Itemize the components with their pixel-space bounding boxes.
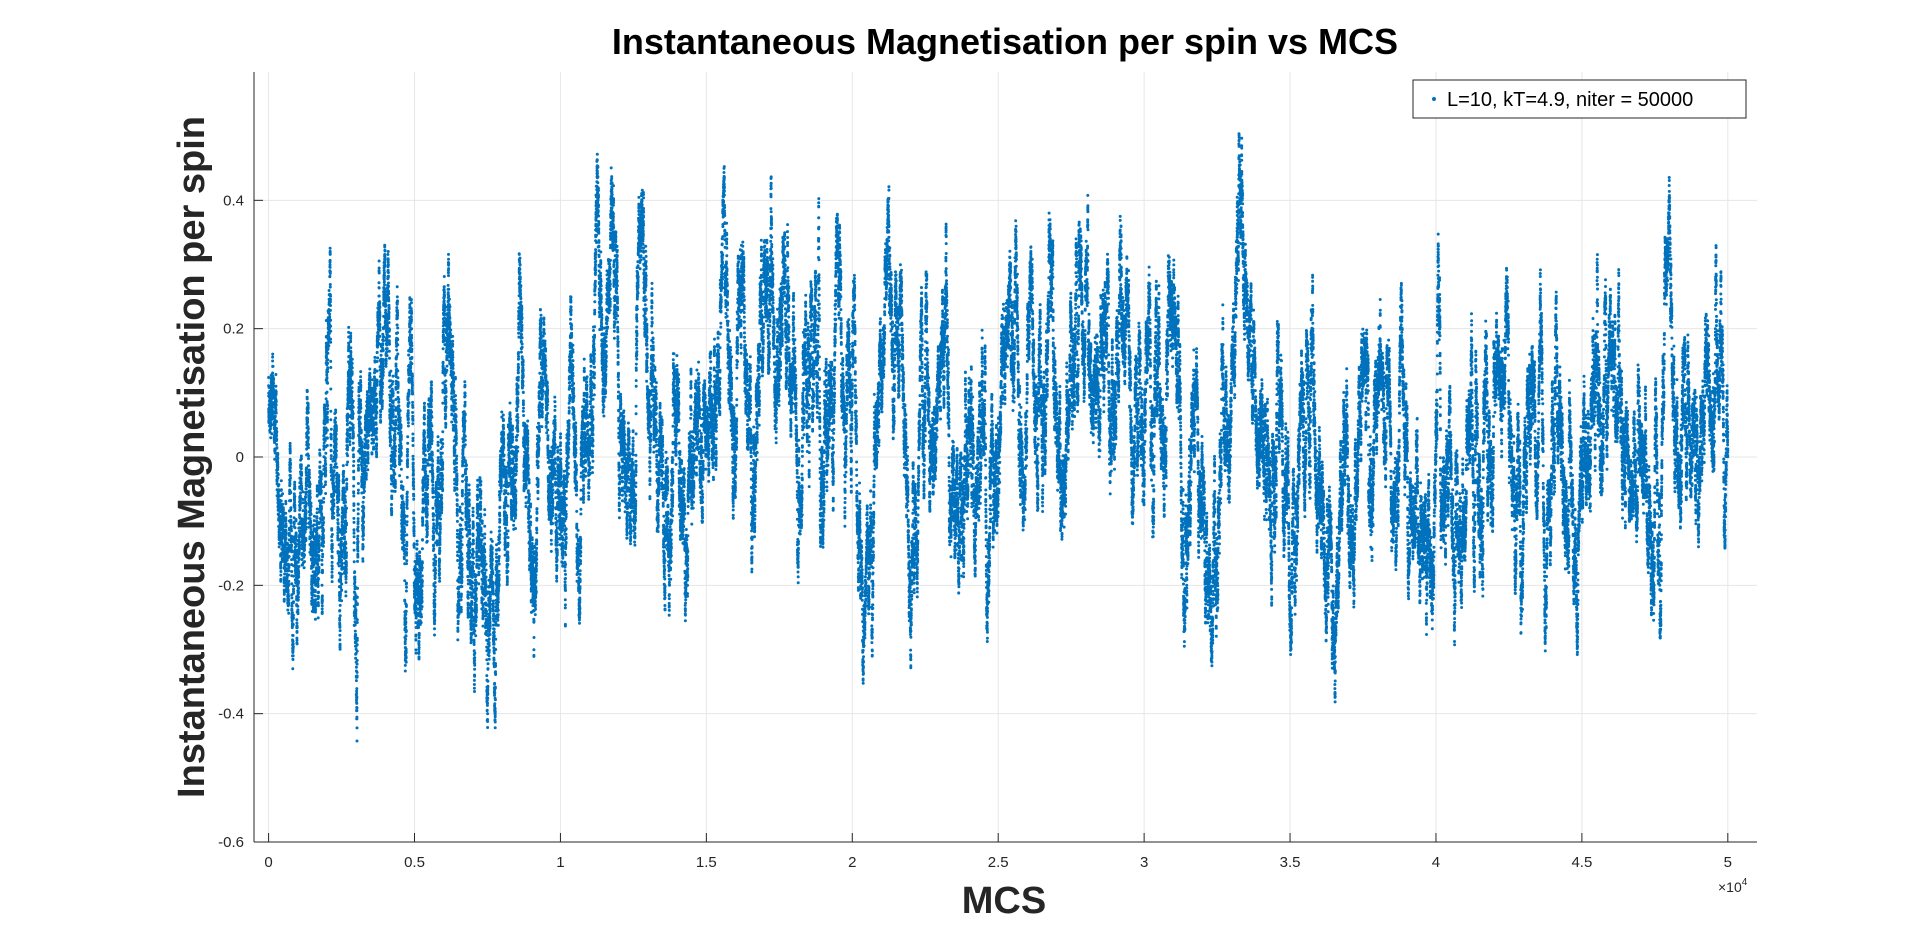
y-tick-label-3: 0 [236, 449, 244, 466]
y-ticks: -0.6 -0.4 -0.2 0 0.2 0.4 [218, 192, 263, 851]
x-tick-label-7: 3.5 [1280, 854, 1301, 871]
x-axis-label: MCS [962, 880, 1046, 922]
x-tick-label-8: 4 [1432, 854, 1440, 871]
x-tick-label-2: 1 [556, 854, 564, 871]
x-tick-label-3: 1.5 [696, 854, 717, 871]
legend-entry-label: L=10, kT=4.9, niter = 50000 [1447, 89, 1693, 111]
x-tick-label-10: 5 [1724, 854, 1732, 871]
x-exponent-label: ×104 [1718, 877, 1748, 895]
x-tick-label-4: 2 [848, 854, 856, 871]
x-tick-label-5: 2.5 [988, 854, 1009, 871]
data-points [267, 132, 1730, 743]
y-tick-label-4: 0.2 [223, 321, 244, 338]
plot-area: 0 0.5 1 1.5 2 2.5 3 3.5 4 4.5 5 -0.6 -0.4 -0.2 0 0.2 0.… [218, 72, 1757, 871]
x-tick-label-9: 4.5 [1571, 854, 1592, 871]
legend: L=10, kT=4.9, niter = 50000 [1412, 79, 1747, 119]
y-axis-label: Instantaneous Magnetisation per spin [171, 116, 213, 798]
y-tick-label-2: -0.2 [218, 577, 244, 594]
x-tick-label-0: 0 [264, 854, 272, 871]
x-tick-label-1: 0.5 [404, 854, 425, 871]
scatter-series-points [267, 132, 1730, 743]
y-tick-label-0: -0.6 [218, 834, 244, 851]
chart-title: Instantaneous Magnetisation per spin vs … [612, 21, 1398, 62]
legend-marker [1432, 97, 1436, 101]
y-tick-label-5: 0.4 [223, 192, 244, 209]
x-ticks: 0 0.5 1 1.5 2 2.5 3 3.5 4 4.5 5 [264, 833, 1732, 871]
x-tick-label-6: 3 [1140, 854, 1148, 871]
legend-box [1412, 79, 1747, 119]
y-tick-label-1: -0.4 [218, 706, 244, 723]
